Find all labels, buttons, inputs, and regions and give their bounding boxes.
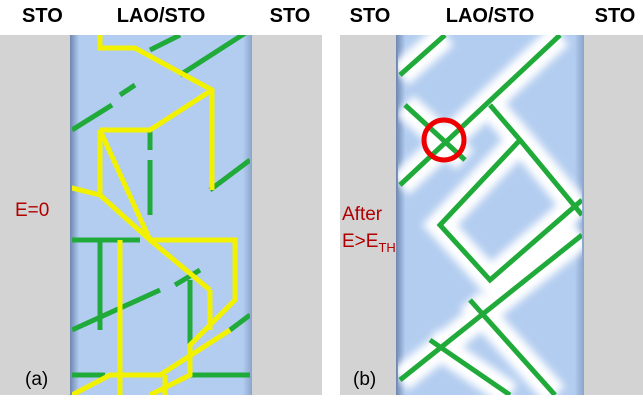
field-subscript: TH [378, 240, 395, 255]
left-label: STO [350, 5, 391, 27]
panel-tag: (b) [353, 369, 376, 390]
panel-b: STO LAO/STO STO After E>ETH (b) [340, 5, 643, 395]
panel-tag: (a) [25, 369, 48, 390]
left-label: STO [22, 5, 63, 27]
field-main: E>E [342, 231, 378, 252]
center-label: LAO/STO [117, 5, 206, 27]
field-label-line1: After [342, 204, 383, 225]
panel-a: STO LAO/STO STO E=0 (a) [0, 5, 322, 395]
lao-sto-strip [70, 35, 252, 395]
field-label: E=0 [15, 200, 49, 221]
figure: STO LAO/STO STO E=0 (a) STO LAO/STO STO … [0, 0, 643, 403]
right-label: STO [595, 5, 636, 27]
center-label: LAO/STO [446, 5, 535, 27]
right-label: STO [270, 5, 311, 27]
